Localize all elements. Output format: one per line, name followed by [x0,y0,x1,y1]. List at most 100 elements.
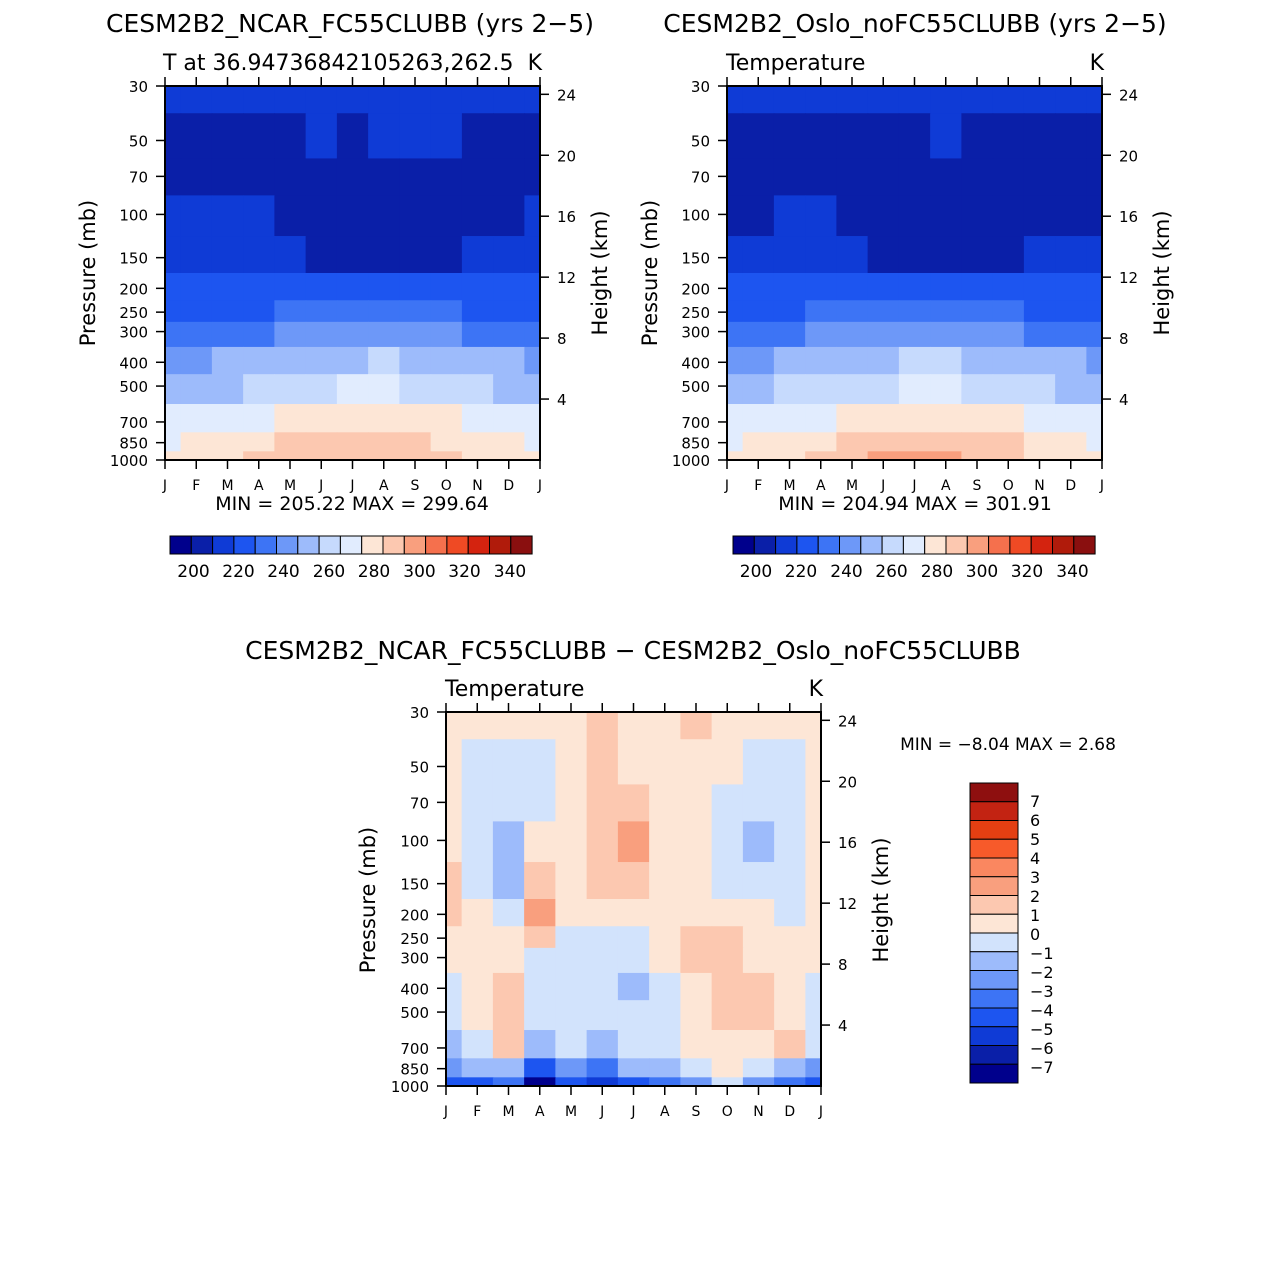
contour-cell [368,451,400,461]
contour-cell [211,195,244,237]
contour-cell [399,195,432,237]
ylabel-pressure-ncar: Pressure (mb) [76,200,100,347]
colorbar-swatch [1052,535,1075,555]
contour-cell [680,821,713,863]
contour-cell [680,739,713,786]
month-tick-label: S [973,478,982,494]
contour-cell [274,321,307,348]
colorbar-label: 280 [358,562,390,582]
month-tick-label: J [911,478,916,494]
contour-cell [180,273,213,301]
contour-cell [805,374,837,405]
contour-cell [446,926,463,949]
contour-cell [727,195,744,237]
contour-cell [649,1058,681,1078]
contour-cell [368,195,400,237]
contour-cell [446,1058,463,1078]
colorbar-swatch [169,535,192,555]
contour-cell [727,86,744,114]
colorbar-swatch [969,801,1019,821]
contour-cell [243,346,275,375]
contour-cell [368,236,400,274]
colorbar-swatch [297,535,320,555]
contour-cell [961,321,994,348]
contour-cell [211,374,244,405]
colorbar-swatch [969,782,1019,803]
panel-title-difference: CESM2B2_NCAR_FC55CLUBB − CESM2B2_Oslo_no… [245,636,1021,665]
contour-cell [211,113,244,160]
height-tick-label: 20 [557,147,576,165]
left-string-oslo: Temperature [725,51,865,76]
month-tick-label: J [318,478,323,494]
left-string-ncar: T at 36.94736842105263,262.5 [162,51,513,76]
contour-cell [430,346,463,375]
height-tick-label: 24 [838,712,857,730]
contour-cell [524,862,556,900]
contour-cell [274,113,307,160]
contour-cell [274,195,307,237]
contour-cell [165,451,182,461]
contour-cell [336,273,369,301]
contour-cell [961,404,994,433]
pressure-tick-label: 50 [691,132,710,150]
contour-cell [680,926,713,949]
contour-cell [742,113,775,160]
height-tick-label: 20 [838,773,857,791]
contour-cell [1055,374,1087,405]
contour-cell [461,947,494,974]
contour-cell [493,451,525,461]
colorbar-swatch [361,535,384,555]
contour-cell [368,321,400,348]
contour-cell [461,432,494,452]
contour-cell [524,784,556,822]
contour-cell [680,862,713,900]
contour-cell [1023,86,1056,114]
contour-cell [524,1030,556,1059]
colorbar-label: 240 [830,562,862,582]
contour-cell [774,899,806,927]
colorbar-swatch [254,535,277,555]
month-tick-label: O [1003,478,1014,494]
contour-cell [649,899,681,927]
pressure-tick-label: 400 [400,980,429,998]
contour-cell [898,432,931,452]
contour-cell [680,947,713,974]
contour-cell [555,1000,588,1031]
colorbar-label: 7 [1030,792,1040,811]
contour-cell [742,1058,775,1078]
contour-cell [836,236,869,274]
contour-cell [1055,195,1087,237]
contour-cell [274,300,307,323]
contour-cell [836,273,869,301]
contour-cell [649,1077,681,1087]
contour-cell [992,404,1025,433]
contour-cell [992,300,1025,323]
colorbar-label: −3 [1030,982,1054,1001]
contour-cell [727,300,744,323]
contour-cell [492,784,525,822]
contour-cell [774,1058,806,1078]
contour-cell [742,1030,775,1059]
contour-cell [430,432,463,452]
contour-cell [461,899,494,927]
colorbar-swatch [339,535,363,555]
pressure-tick-label: 1000 [391,1078,429,1096]
contour-cell [649,1000,681,1031]
colorbar-swatch [817,535,841,555]
contour-cell [430,158,463,196]
contour-cell [492,899,525,927]
contour-cell [992,113,1025,160]
contour-cell [180,374,213,405]
contour-cell [992,273,1025,301]
contour-cell [430,404,463,433]
contour-cell [774,1030,806,1059]
contour-cell [586,899,619,927]
contour-cell [165,346,182,375]
contour-cell [243,273,275,301]
contour-cell [898,300,931,323]
contour-cell [399,451,432,461]
contour-cell [774,784,806,822]
contour-cell [399,113,432,160]
colorbar-label: 1 [1030,906,1040,925]
contour-cell [867,451,900,461]
